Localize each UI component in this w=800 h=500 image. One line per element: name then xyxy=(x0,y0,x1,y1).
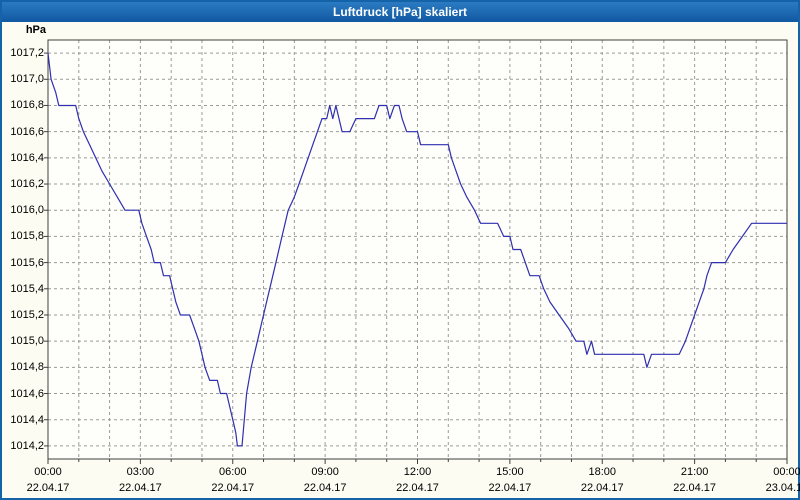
y-tick-label: 1015,2 xyxy=(10,308,44,321)
x-tick-date-label: 22.04.17 xyxy=(211,482,255,494)
x-tick-date-label: 22.04.17 xyxy=(303,482,347,494)
pressure-line-series xyxy=(47,53,787,447)
x-tick-time-label: 12:00 xyxy=(403,466,432,478)
x-tick-date-label: 22.04.17 xyxy=(488,482,532,494)
window-title: Luftdruck [hPa] skaliert xyxy=(332,5,468,19)
y-tick-label: 1014,4 xyxy=(10,413,44,426)
x-tick-time-label: 00:00 xyxy=(773,466,800,478)
x-tick-date-label: 23.04.17 xyxy=(765,482,800,494)
y-tick-label: 1016,4 xyxy=(10,151,44,164)
y-tick-label: 1014,6 xyxy=(10,387,44,400)
y-tick-label: 1016,8 xyxy=(10,99,44,112)
x-tick-time-label: 00:00 xyxy=(34,466,62,478)
y-tick-label: 1016,0 xyxy=(10,204,44,217)
y-tick-label: 1015,6 xyxy=(10,256,44,269)
x-tick-time-label: 18:00 xyxy=(588,466,617,478)
window-titlebar: Luftdruck [hPa] skaliert xyxy=(2,2,798,22)
pressure-chart: hPa 1017,2 1017,0 1016,8 1016,6 1016,4 1016,2… xyxy=(2,22,800,498)
y-tick-label: 1016,6 xyxy=(10,125,44,138)
chart-plot-svg xyxy=(44,39,788,464)
x-tick-time-label: 03:00 xyxy=(126,466,155,478)
x-tick-date-label: 22.04.17 xyxy=(673,482,717,494)
y-tick-label: 1015,0 xyxy=(10,335,44,348)
x-tick-date-label: 22.04.17 xyxy=(580,482,624,494)
y-tick-label: 1017,0 xyxy=(10,73,44,86)
x-tick-date-label: 22.04.17 xyxy=(396,482,439,494)
x-tick-time-label: 06:00 xyxy=(218,466,247,478)
x-tick-time-label: 09:00 xyxy=(311,466,339,478)
plot-border xyxy=(47,39,788,460)
x-tick-time-label: 15:00 xyxy=(496,466,524,478)
y-axis-unit-label: hPa xyxy=(25,24,46,36)
x-tick-date-label: 22.04.17 xyxy=(118,482,162,494)
x-tick-date-label: 22.04.17 xyxy=(26,482,70,494)
y-tick-label: 1014,2 xyxy=(10,439,44,452)
y-tick-label: 1017,2 xyxy=(10,47,44,60)
y-tick-label: 1015,8 xyxy=(10,230,44,243)
y-tick-label: 1016,2 xyxy=(10,178,44,191)
y-tick-label: 1015,4 xyxy=(10,282,44,295)
y-tick-label: 1014,8 xyxy=(10,361,44,374)
x-tick-time-label: 21:00 xyxy=(680,466,709,478)
